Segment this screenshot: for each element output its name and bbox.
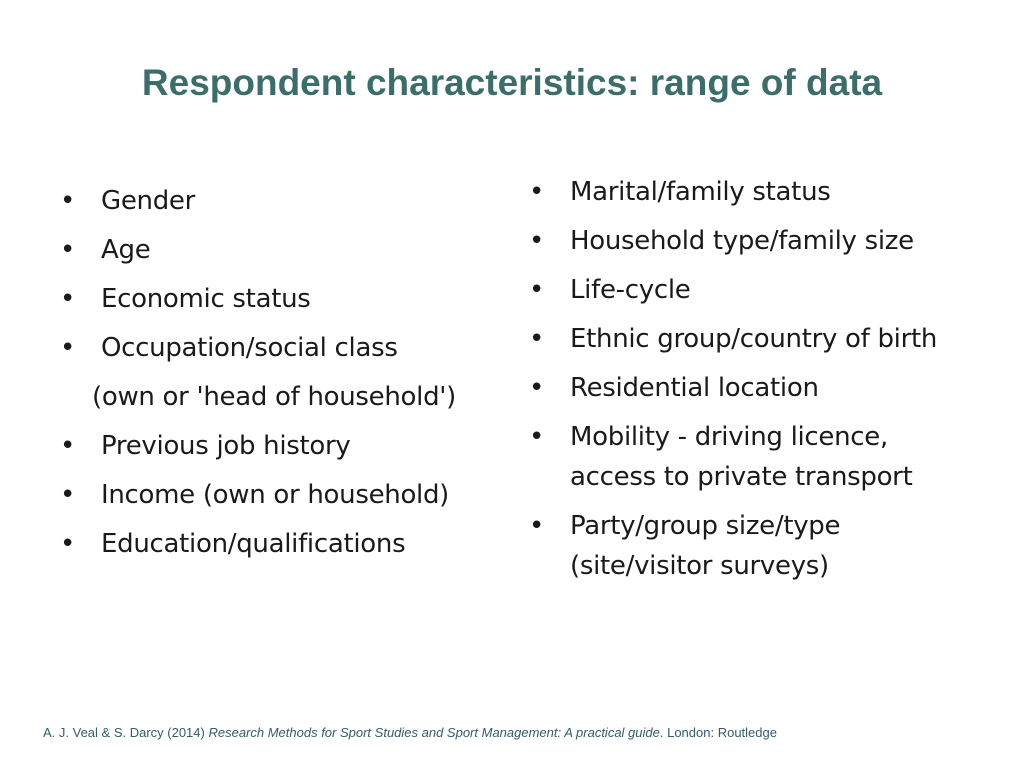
list-item-label: Party/group size/type (site/visitor surv… (570, 511, 841, 581)
list-note: (own or 'head of household') (92, 382, 456, 412)
list-item-label: Occupation/social class (101, 333, 398, 363)
list-item: • Occupation/social class (60, 328, 510, 368)
list-item: • Life-cycle (529, 270, 959, 310)
list-item-label: Age (101, 235, 151, 265)
list-item: • Ethnic group/country of birth (529, 319, 959, 359)
bullet-icon: • (529, 373, 545, 403)
list-item-label: Gender (101, 186, 196, 216)
bullet-icon: • (529, 324, 545, 354)
list-item-label: Ethnic group/country of birth (570, 324, 938, 354)
list-item: • Household type/family size (529, 221, 959, 261)
citation-book-title: Research Methods for Sport Studies and S… (208, 725, 660, 740)
bullet-icon: • (60, 186, 76, 216)
citation-publisher: . London: Routledge (659, 725, 777, 740)
list-item: • Previous job history (60, 426, 510, 466)
list-item: • Mobility - driving licence, access to p… (529, 417, 959, 497)
list-item-label: Residential location (570, 373, 819, 403)
bullet-icon: • (60, 529, 76, 559)
bullet-icon: • (529, 511, 545, 541)
bullet-icon: • (60, 431, 76, 461)
bullet-icon: • (60, 333, 76, 363)
list-item: • Residential location (529, 368, 959, 408)
bullet-icon: • (60, 284, 76, 314)
list-item-label: Income (own or household) (101, 480, 450, 510)
left-bullet-list: • Gender • Age • Economic status • Occupatio… (60, 181, 510, 573)
list-item: • Age (60, 230, 510, 270)
bullet-icon: • (529, 422, 545, 452)
list-item: • Marital/family status (529, 172, 959, 212)
bullet-icon: • (529, 226, 545, 256)
citation-authors: A. J. Veal & S. Darcy (2014) (43, 725, 209, 740)
bullet-icon: • (529, 275, 545, 305)
bullet-icon: • (60, 235, 76, 265)
right-bullet-list: • Marital/family status • Household type/f… (529, 172, 959, 595)
list-item: • Education/qualifications (60, 524, 510, 564)
list-item: • Gender (60, 181, 510, 221)
list-item-label: Life-cycle (570, 275, 691, 305)
list-item: • Income (own or household) (60, 475, 510, 515)
list-item: • Economic status (60, 279, 510, 319)
list-item-label: Household type/family size (570, 226, 914, 256)
list-item-label: Mobility - driving licence, access to pr… (570, 422, 913, 492)
citation-footer: A. J. Veal & S. Darcy (2014) Research Me… (43, 724, 1003, 742)
bullet-icon: • (529, 177, 545, 207)
slide-title: Respondent characteristics: range of dat… (141, 62, 883, 103)
list-item-label: Economic status (101, 284, 311, 314)
list-item-label: Previous job history (101, 431, 351, 461)
list-item-label: Education/qualifications (101, 529, 406, 559)
list-item-label: Marital/family status (570, 177, 831, 207)
bullet-icon: • (60, 480, 76, 510)
list-item: • Party/group size/type (site/visitor sur… (529, 506, 959, 586)
